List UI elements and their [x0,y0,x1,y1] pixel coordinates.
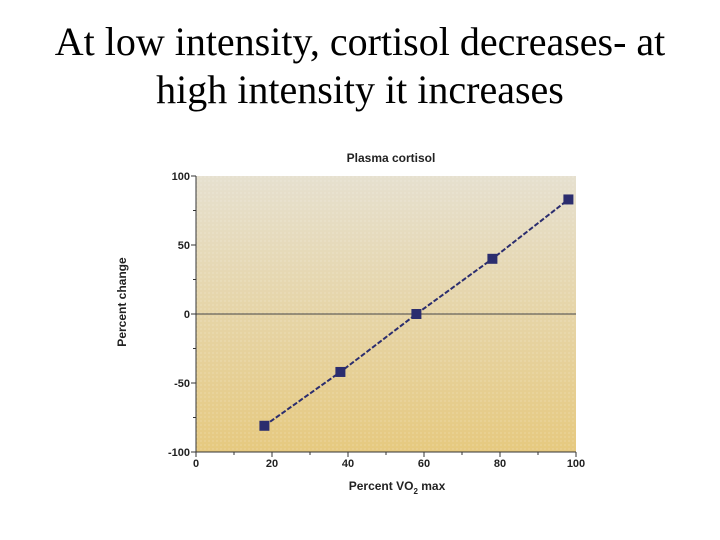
y-tick-label: -50 [174,378,190,390]
x-tick-label: 20 [266,458,278,470]
chart-title: Plasma cortisol [347,151,436,165]
x-axis-label-main: Percent V [349,479,404,493]
x-axis-label-end: max [418,479,446,493]
x-tick-label: 0 [193,458,199,470]
x-axis-label-o: O [404,479,413,493]
data-point [563,194,574,205]
y-ticks: 100 50 0 -50 -100 [168,171,196,459]
slide-title: At low intensity, cortisol decreases- at… [0,18,720,114]
y-tick-label: 100 [172,171,190,183]
x-tick-label: 60 [418,458,430,470]
y-tick-label: 50 [178,240,190,252]
x-tick-label: 80 [494,458,506,470]
x-axis-label: Percent VO2 max [349,479,446,496]
series-cortisol [259,194,574,431]
data-point [411,309,422,319]
data-point [259,420,270,431]
data-point [487,253,498,264]
y-tick-label: 0 [184,309,190,321]
y-axis-label: Percent change [115,257,129,347]
slide-title-line-2: high intensity it increases [156,67,564,112]
data-point [335,366,346,377]
x-tick-label: 100 [567,458,585,470]
slide-title-line-1: At low intensity, cortisol decreases- at [54,19,666,64]
x-tick-label: 40 [342,458,354,470]
x-ticks: 0 20 40 60 80 100 [193,452,585,470]
y-tick-label: -100 [168,447,190,459]
x-axis-label-sub: 2 [413,487,418,496]
